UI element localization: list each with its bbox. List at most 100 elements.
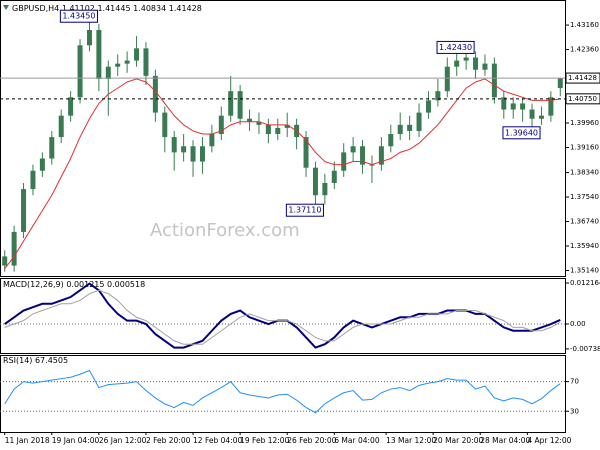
annotation-box xyxy=(285,203,324,217)
annotation-box xyxy=(436,40,475,54)
candle-body xyxy=(529,109,535,119)
candle-body xyxy=(454,60,460,67)
y-tick-label: 70 xyxy=(570,378,579,386)
price-header: GBPUSD,H4 1.41102 1.41445 1.40834 1.4142… xyxy=(12,4,202,13)
annotation: 1.39640 xyxy=(502,126,541,140)
x-tick-label: 4 Apr 12:00 xyxy=(527,436,571,445)
candle-body xyxy=(190,146,196,162)
candle-body xyxy=(473,57,479,70)
price-box xyxy=(565,93,600,105)
signal-last: 0.000518 xyxy=(107,280,145,289)
candle-body xyxy=(134,48,140,61)
last-price-box xyxy=(565,72,600,84)
candle-body xyxy=(143,48,149,76)
y-tick-label: 1.42360 xyxy=(570,46,599,54)
annotation: 1.43450 xyxy=(59,9,98,23)
candle-body xyxy=(482,63,488,70)
candle-body xyxy=(425,100,431,113)
candle-body xyxy=(96,29,102,79)
annotation: 1.42430 xyxy=(436,40,475,54)
watermark: ActionForex.com xyxy=(150,220,300,241)
annotation-box xyxy=(502,126,541,140)
rsi-last: 67.4505 xyxy=(35,356,68,365)
candle-body xyxy=(162,112,168,138)
candle-body xyxy=(350,146,356,153)
y-tick-label: 1.39160 xyxy=(570,143,599,151)
candle-body xyxy=(520,103,526,110)
annotation-label: 1.43450 xyxy=(62,12,95,21)
candle-body xyxy=(124,60,130,64)
y-tick-label: 0.012164 xyxy=(570,279,600,287)
rsi-title: RSI(14) xyxy=(3,356,32,365)
candle-body xyxy=(341,152,347,171)
panel-frame xyxy=(0,355,566,433)
candle-body xyxy=(331,170,337,183)
candle-body xyxy=(312,167,318,196)
candle-body xyxy=(378,146,384,165)
last-open: 1.41102 xyxy=(62,4,95,13)
candle-body xyxy=(256,121,262,125)
candle-body xyxy=(105,66,111,79)
macd-header: MACD(12,26,9) 0.001215 0.000518 xyxy=(3,280,145,289)
candle-body xyxy=(39,158,45,171)
candle-body xyxy=(510,103,516,110)
candle-body xyxy=(538,115,544,119)
candle-body xyxy=(58,115,64,138)
price-line-label: 1.40750 xyxy=(568,95,597,103)
last-price-label: 1.41428 xyxy=(568,74,597,82)
candle-body xyxy=(435,91,441,101)
header-icon xyxy=(3,5,9,10)
candle-body xyxy=(407,124,413,131)
symbol: GBPUSD,H4 xyxy=(12,4,59,13)
last-high: 1.41445 xyxy=(97,4,130,13)
annotation-label: 1.37110 xyxy=(288,206,321,215)
x-tick-label: 19 Feb 12:00 xyxy=(240,436,289,445)
candle-body xyxy=(491,63,497,98)
candle-body xyxy=(199,146,205,162)
candle-body xyxy=(181,146,187,153)
candle-body xyxy=(416,112,422,131)
annotation-box xyxy=(59,9,98,23)
y-tick-label: 1.35940 xyxy=(570,242,599,250)
candle-body xyxy=(86,29,92,46)
candle-body xyxy=(21,189,27,232)
annotation: 1.37110 xyxy=(285,203,324,217)
y-tick-label: 1.36740 xyxy=(570,218,599,226)
candle-body xyxy=(228,91,234,116)
annotation-label: 1.39640 xyxy=(505,128,538,137)
candle-body xyxy=(30,170,36,190)
x-tick-label: 6 Mar 04:00 xyxy=(334,436,380,445)
x-tick-label: 13 Mar 12:00 xyxy=(386,436,436,445)
candle-body xyxy=(171,137,177,153)
macd-last: 0.001215 xyxy=(66,280,104,289)
candle-body xyxy=(388,134,394,147)
candle-body xyxy=(548,97,554,116)
candle-body xyxy=(303,137,309,168)
candle-body xyxy=(237,91,243,119)
candle-body xyxy=(11,231,17,266)
candle-body xyxy=(397,124,403,135)
candle-body xyxy=(2,256,8,266)
x-tick-label: 19 Jan 04:00 xyxy=(52,436,100,445)
y-tick-label: -0.007384 xyxy=(570,345,600,353)
candle-body xyxy=(444,66,450,92)
candle-body xyxy=(77,45,83,98)
candle-body xyxy=(247,118,253,122)
y-tick-label: 0.00 xyxy=(570,320,586,328)
x-tick-label: 11 Jan 2018 xyxy=(5,436,50,445)
x-tick-label: 26 Feb 20:00 xyxy=(287,436,336,445)
x-tick-label: 20 Mar 20:00 xyxy=(433,436,483,445)
y-tick-label: 30 xyxy=(570,407,579,415)
candle-body xyxy=(49,137,55,159)
panel-frame xyxy=(0,278,566,354)
candle-body xyxy=(360,146,366,165)
y-tick-label: 1.35140 xyxy=(570,266,599,274)
candle-body xyxy=(115,63,121,67)
rsi-header: RSI(14) 67.4505 xyxy=(3,356,68,365)
candle-body xyxy=(152,75,158,113)
last-low: 1.40834 xyxy=(133,4,166,13)
candle-body xyxy=(68,97,74,116)
y-tick-label: 1.43160 xyxy=(570,21,599,29)
